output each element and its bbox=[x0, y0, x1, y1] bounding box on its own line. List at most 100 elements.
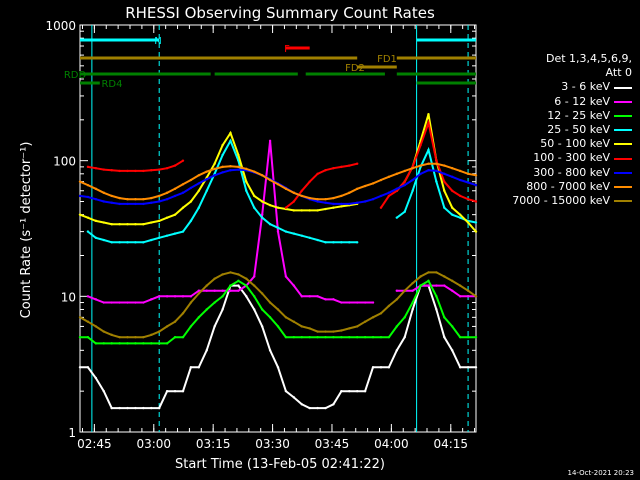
data-point bbox=[221, 144, 224, 147]
data-point bbox=[474, 183, 478, 187]
data-point bbox=[340, 202, 343, 206]
data-point bbox=[348, 335, 351, 339]
data-point bbox=[197, 316, 200, 319]
data-point bbox=[411, 189, 414, 192]
y-tick-label: 1000 bbox=[45, 19, 76, 33]
data-point bbox=[363, 335, 367, 339]
data-point bbox=[213, 174, 216, 177]
data-point bbox=[443, 335, 446, 339]
data-point bbox=[356, 301, 359, 304]
data-point bbox=[443, 316, 446, 319]
data-point bbox=[474, 200, 478, 203]
data-point bbox=[213, 277, 216, 280]
data-point bbox=[403, 169, 406, 173]
data-point bbox=[300, 209, 303, 212]
data-point bbox=[78, 316, 82, 319]
data-point bbox=[411, 308, 414, 311]
data-point bbox=[173, 213, 177, 216]
data-point bbox=[126, 197, 129, 201]
data-point bbox=[458, 194, 462, 198]
data-point bbox=[332, 206, 335, 209]
data-point bbox=[316, 172, 319, 176]
data-point bbox=[126, 169, 129, 173]
data-point bbox=[276, 366, 280, 369]
data-point bbox=[260, 174, 264, 177]
data-point bbox=[102, 200, 105, 203]
data-point bbox=[458, 216, 462, 219]
data-point bbox=[237, 168, 240, 171]
legend-swatch bbox=[614, 185, 632, 188]
data-point bbox=[451, 349, 454, 352]
data-point bbox=[253, 275, 256, 278]
data-point bbox=[474, 366, 478, 369]
data-point bbox=[94, 298, 98, 301]
data-point bbox=[427, 162, 430, 165]
data-point bbox=[102, 301, 105, 304]
data-point bbox=[94, 187, 98, 191]
data-point bbox=[150, 333, 153, 337]
data-point bbox=[379, 335, 383, 339]
legend-entry: 7000 - 15000 keV bbox=[462, 194, 632, 208]
data-point bbox=[427, 113, 430, 116]
data-point bbox=[134, 169, 137, 173]
data-point bbox=[324, 201, 327, 204]
legend-entry-label: 50 - 100 keV bbox=[540, 137, 610, 151]
data-point bbox=[118, 406, 121, 410]
data-point bbox=[205, 170, 208, 173]
data-point bbox=[308, 236, 311, 240]
data-point bbox=[134, 241, 137, 244]
data-point bbox=[363, 200, 367, 203]
data-point bbox=[348, 202, 351, 206]
data-point bbox=[387, 191, 391, 194]
data-point bbox=[173, 187, 177, 191]
data-point bbox=[158, 342, 161, 345]
x-tick-label: 03:00 bbox=[136, 437, 171, 451]
data-point bbox=[451, 213, 454, 216]
data-point bbox=[253, 308, 256, 311]
data-point bbox=[348, 241, 351, 244]
flag-label-rdd: RDD bbox=[64, 70, 87, 81]
data-point bbox=[94, 376, 98, 380]
data-point bbox=[118, 169, 121, 173]
legend-entry-label: 300 - 800 keV bbox=[533, 165, 610, 179]
legend-entry: 50 - 100 keV bbox=[462, 137, 632, 151]
data-point bbox=[427, 169, 430, 172]
data-point bbox=[86, 216, 90, 219]
data-point bbox=[332, 166, 335, 170]
data-point bbox=[316, 335, 319, 339]
data-point bbox=[221, 165, 224, 169]
data-point bbox=[86, 230, 90, 233]
data-point bbox=[126, 301, 129, 304]
plot-area: 1 10 100 1000 02:45 03:00 03:15 03:30 03:45 04:00… bbox=[45, 19, 478, 451]
data-point bbox=[86, 335, 90, 339]
data-point bbox=[118, 301, 121, 304]
data-point bbox=[110, 169, 113, 172]
legend-swatch bbox=[614, 129, 632, 132]
data-point bbox=[126, 335, 129, 339]
data-point bbox=[118, 241, 121, 244]
data-point bbox=[260, 292, 264, 295]
data-point bbox=[150, 221, 153, 224]
legend-entry-label: 3 - 6 keV bbox=[561, 80, 610, 94]
data-point bbox=[387, 335, 391, 339]
data-point bbox=[466, 366, 470, 369]
data-point bbox=[387, 304, 391, 308]
data-point bbox=[158, 406, 161, 410]
data-point bbox=[316, 238, 319, 242]
data-point bbox=[451, 325, 454, 328]
data-point bbox=[150, 238, 153, 242]
data-point bbox=[308, 327, 311, 330]
data-point bbox=[332, 202, 335, 206]
legend-entry-label: 25 - 50 keV bbox=[547, 123, 610, 137]
data-point bbox=[237, 165, 240, 169]
data-point bbox=[300, 403, 303, 406]
data-point bbox=[379, 206, 383, 209]
data-point bbox=[403, 180, 406, 183]
data-point bbox=[356, 187, 359, 191]
y-tick-label: 10 bbox=[61, 290, 76, 304]
data-point bbox=[165, 234, 169, 237]
data-point bbox=[189, 200, 193, 203]
data-point bbox=[205, 284, 208, 287]
data-point bbox=[356, 389, 359, 393]
data-point bbox=[316, 197, 319, 201]
